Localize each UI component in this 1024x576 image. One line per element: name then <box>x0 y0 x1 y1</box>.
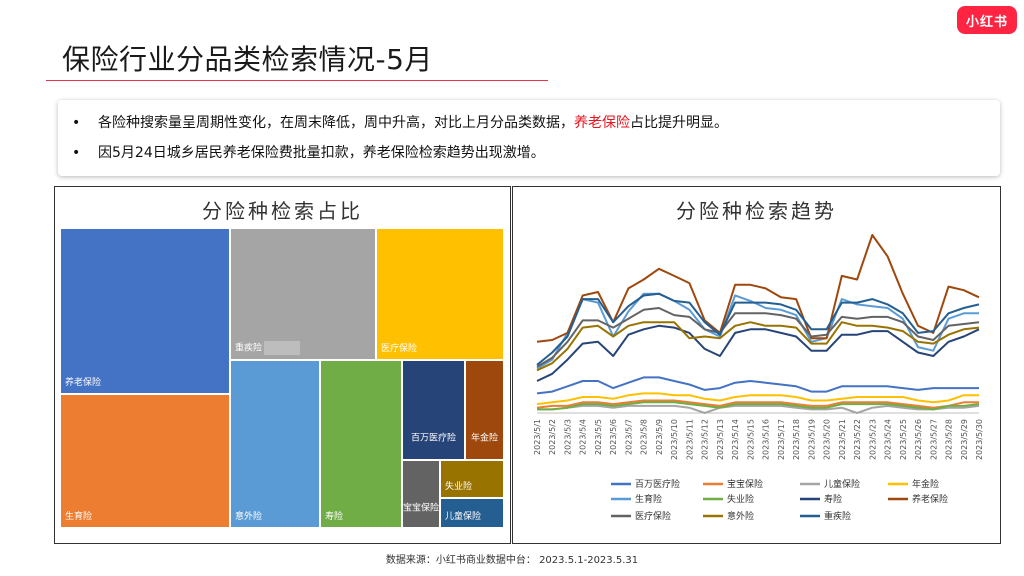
x-tick-label: 2023/5/3 <box>563 419 572 455</box>
bullet-1-highlight: 养老保险 <box>574 115 630 131</box>
legend-label: 儿童保险 <box>824 478 860 490</box>
x-tick-label: 2023/5/1 <box>533 419 542 455</box>
summary-box: • 各险种搜索量呈周期性变化，在周末降低，周中升高，对比上月分品类数据，养老保险占… <box>58 100 1000 176</box>
data-source: 数据来源：小红书商业数据中台： 2023.5.1-2023.5.31 <box>385 555 639 566</box>
legend-label: 宝宝保险 <box>727 478 763 490</box>
x-tick-label: 2023/5/27 <box>929 419 938 460</box>
treemap-title: 分险种检索占比 <box>202 199 363 223</box>
summary-bullet-1: • 各险种搜索量呈周期性变化，在周末降低，周中升高，对比上月分品类数据，养老保险占… <box>72 108 986 138</box>
series-line-意外险 <box>536 321 980 372</box>
x-tick-label: 2023/5/8 <box>640 419 649 455</box>
x-tick-label: 2023/5/15 <box>746 419 755 460</box>
series-line-儿童保险 <box>537 404 980 414</box>
bullet-marker: • <box>72 145 81 161</box>
treemap-label: 儿童保险 <box>445 512 482 522</box>
treemap-tile-baby: 宝宝保险 <box>403 461 439 527</box>
legend-label: 养老保险 <box>912 493 948 505</box>
treemap-tile-life: 寿险 <box>321 361 401 527</box>
legend-label: 意外险 <box>727 510 754 522</box>
legend-label: 医疗保险 <box>635 510 671 522</box>
page-title: 保险行业分品类检索情况-5月 <box>62 43 433 76</box>
legend-label: 失业险 <box>727 493 754 505</box>
legend-label: 百万医疗险 <box>635 478 680 490</box>
x-tick-label: 2023/5/19 <box>807 419 816 460</box>
x-tick-label: 2023/5/21 <box>838 419 847 460</box>
series-line-年金险 <box>536 392 979 406</box>
trend-chart: 2023/5/1 2023/5/2 2023/5/3 2023/5/4 2023/5/5… <box>533 234 984 522</box>
x-tick-label: 2023/5/28 <box>945 419 954 460</box>
x-tick-label: 2023/5/22 <box>853 419 862 460</box>
x-tick-label: 2023/5/30 <box>975 419 984 460</box>
bullet-marker: • <box>72 115 81 131</box>
x-tick-label: 2023/5/10 <box>670 419 679 460</box>
trend-title: 分险种检索趋势 <box>676 199 837 223</box>
x-tick-label: 2023/5/7 <box>624 419 633 455</box>
bullet-1-text: 各险种搜索量呈周期性变化，在周末降低，周中升高，对比上月分品类数据， <box>98 115 574 131</box>
x-tick-label: 2023/5/6 <box>609 419 618 455</box>
series-line-寿险 <box>536 324 980 382</box>
treemap-tile-pension: 养老保险 <box>61 229 229 393</box>
legend-label: 寿险 <box>824 493 842 505</box>
x-tick-label: 2023/5/14 <box>731 419 740 460</box>
treemap-label-text: 重疾险 <box>235 343 263 354</box>
treemap-label: 生育险 <box>65 512 93 522</box>
treemap-label: 年金险 <box>470 433 498 444</box>
treemap-tile-accident: 意外险 <box>231 361 319 527</box>
treemap-tile-maternity: 生育险 <box>61 395 229 527</box>
treemap-label: 失业险 <box>445 482 473 492</box>
x-tick-label: 2023/5/23 <box>868 419 877 460</box>
series-line-失业险 <box>537 401 980 411</box>
x-tick-label: 2023/5/2 <box>548 419 557 455</box>
xiaohongshu-logo: 小红书 <box>957 6 1017 34</box>
x-tick-label: 2023/5/16 <box>762 419 771 460</box>
legend-label: 生育险 <box>635 493 662 505</box>
treemap-tile-critical-illness: 重疾险 <box>231 229 375 359</box>
series-line-百万医疗险 <box>536 376 979 395</box>
treemap-panel: 分险种检索占比 养老保险 生育险 重疾险 医疗保险 意外险 寿险 百万医疗险 年… <box>54 186 511 544</box>
treemap-tile-children: 儿童保险 <box>441 499 503 527</box>
x-tick-label: 2023/5/11 <box>685 419 694 460</box>
x-tick-label: 2023/5/24 <box>884 419 893 460</box>
treemap-tile-million-medical: 百万医疗险 <box>403 361 464 459</box>
treemap-label: 意外险 <box>235 512 263 522</box>
x-tick-label: 2023/5/12 <box>701 419 710 460</box>
treemap-tile-unemployment: 失业险 <box>441 461 503 497</box>
treemap-label: 养老保险 <box>65 378 102 388</box>
x-tick-label: 2023/5/13 <box>716 419 725 460</box>
x-tick-label: 2023/5/26 <box>914 419 923 460</box>
bullet-1-tail: 占比提升明显。 <box>630 115 728 131</box>
series-line-宝宝保险 <box>536 399 979 409</box>
x-tick-label: 2023/5/4 <box>579 419 588 455</box>
treemap-label: 宝宝保险 <box>403 503 439 514</box>
legend-label: 重疾险 <box>824 510 851 522</box>
treemap-tile-annuity: 年金险 <box>466 361 503 459</box>
summary-bullet-2: • 因5月24日城乡居民养老保险费批量扣款，养老保险检索趋势出现激增。 <box>72 138 986 168</box>
title-divider <box>46 80 548 81</box>
x-tick-label: 2023/5/9 <box>655 419 664 455</box>
x-tick-label: 2023/5/20 <box>823 419 832 460</box>
treemap-label: 寿险 <box>325 512 344 522</box>
treemap-label: 百万医疗险 <box>410 433 456 444</box>
bullet-2-text: 因5月24日城乡居民养老保险费批量扣款，养老保险检索趋势出现激增。 <box>98 145 545 161</box>
legend-label: 年金险 <box>912 478 939 490</box>
trend-panel: 分险种检索趋势 2023/5/1 2023/5/2 2023/5/3 2023/5/4… <box>512 186 1001 544</box>
x-tick-label: 2023/5/17 <box>777 419 786 460</box>
redaction-block <box>264 341 301 355</box>
treemap-label: 重疾险 <box>235 341 301 355</box>
x-tick-label: 2023/5/18 <box>792 419 801 460</box>
x-tick-label: 2023/5/25 <box>899 419 908 460</box>
x-tick-label: 2023/5/29 <box>960 419 969 460</box>
series-line-医疗保险 <box>536 307 980 368</box>
x-tick-label: 2023/5/5 <box>594 419 603 455</box>
treemap-label: 医疗保险 <box>381 344 418 354</box>
series-line-重疾险 <box>536 292 980 366</box>
treemap-tile-medical: 医疗保险 <box>377 229 503 359</box>
